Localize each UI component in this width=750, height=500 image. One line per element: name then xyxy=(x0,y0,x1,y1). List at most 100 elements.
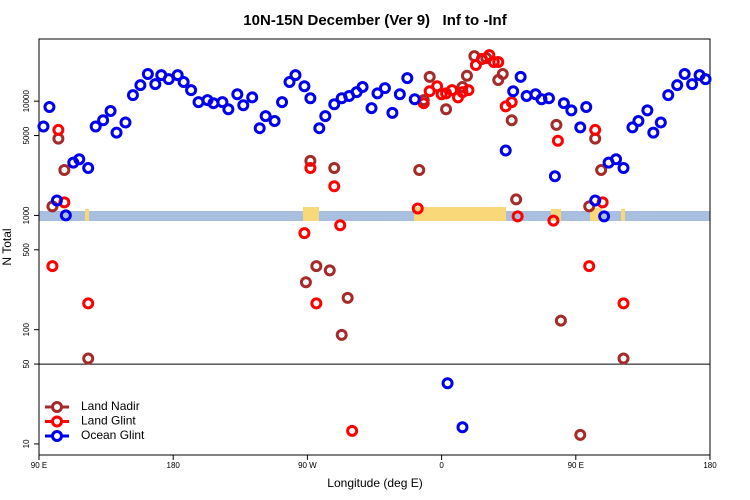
point xyxy=(149,78,162,91)
point xyxy=(365,102,378,115)
point xyxy=(46,260,59,273)
point xyxy=(82,352,95,365)
point xyxy=(662,89,675,102)
point xyxy=(298,227,311,240)
plot-frame xyxy=(38,38,711,456)
point xyxy=(216,96,229,109)
point xyxy=(231,88,244,101)
point xyxy=(647,126,660,139)
x-tick-label: 90 E xyxy=(31,461,47,470)
point xyxy=(583,200,596,213)
x-tick-label: 0 xyxy=(439,461,444,470)
point xyxy=(323,264,336,277)
point xyxy=(456,86,469,99)
point xyxy=(268,115,281,128)
y-axis-label: N Total xyxy=(0,228,14,265)
point xyxy=(678,67,691,80)
point xyxy=(542,92,555,105)
point xyxy=(580,100,593,113)
point xyxy=(222,103,235,116)
point xyxy=(171,69,184,82)
x-axis-label: Longitude (deg E) xyxy=(327,476,422,490)
point xyxy=(699,73,712,86)
coverage-band xyxy=(39,207,710,221)
y-tick-label: 100 xyxy=(22,322,31,336)
y-tick-label: 50 xyxy=(22,359,31,368)
point xyxy=(487,56,500,69)
legend-marker xyxy=(51,401,63,413)
point xyxy=(496,67,509,80)
point xyxy=(548,170,561,183)
point xyxy=(574,121,587,134)
point xyxy=(411,202,424,215)
point xyxy=(58,163,71,176)
legend-marker xyxy=(51,415,63,428)
point xyxy=(110,126,123,139)
band-highlight xyxy=(414,207,506,221)
point xyxy=(50,194,63,207)
point xyxy=(610,153,623,166)
point xyxy=(289,69,302,82)
point xyxy=(626,121,639,134)
point xyxy=(462,84,475,97)
y-tick-label: 10 xyxy=(22,439,31,448)
point xyxy=(557,97,570,110)
point xyxy=(346,424,359,437)
point xyxy=(641,104,654,117)
point xyxy=(393,88,406,101)
point xyxy=(73,153,86,166)
point xyxy=(469,59,482,72)
point xyxy=(547,214,560,227)
point xyxy=(505,96,518,109)
point xyxy=(423,70,436,83)
point xyxy=(43,100,56,113)
point xyxy=(460,69,473,82)
point xyxy=(335,328,348,341)
point xyxy=(595,163,608,176)
point xyxy=(492,56,505,69)
band-highlight xyxy=(303,207,319,221)
y-tick-label: 5000 xyxy=(22,126,31,144)
point xyxy=(37,120,50,133)
point xyxy=(313,122,326,135)
band-highlight xyxy=(85,209,89,221)
point xyxy=(134,79,147,92)
point xyxy=(304,162,317,175)
point xyxy=(456,421,469,434)
point xyxy=(253,122,266,135)
point xyxy=(598,210,611,223)
band xyxy=(39,211,710,221)
chart-title: 10N-15N December (Ver 9) Inf to -Inf xyxy=(243,12,507,29)
point xyxy=(686,78,699,91)
point xyxy=(119,116,132,129)
point xyxy=(141,67,154,80)
point xyxy=(276,96,289,109)
band-highlight xyxy=(551,209,561,221)
point xyxy=(413,163,426,176)
point xyxy=(89,120,102,133)
x-tick-label: 180 xyxy=(167,461,181,470)
point xyxy=(550,118,563,131)
point xyxy=(574,428,587,441)
point xyxy=(514,70,527,83)
point xyxy=(59,209,72,222)
point xyxy=(589,123,602,136)
y-tick-label: 10000 xyxy=(22,89,31,112)
point xyxy=(551,134,564,147)
point xyxy=(632,115,645,128)
point xyxy=(510,193,523,206)
legend-label: Land Nadir xyxy=(81,399,140,413)
point xyxy=(82,297,95,310)
point xyxy=(401,72,414,85)
point xyxy=(82,162,95,175)
point xyxy=(440,103,453,116)
point xyxy=(328,98,341,111)
legend-label: Ocean Glint xyxy=(81,428,145,442)
point xyxy=(259,110,272,123)
x-tick-label: 90 W xyxy=(298,461,317,470)
point xyxy=(310,297,323,310)
point xyxy=(334,219,347,232)
point xyxy=(671,79,684,92)
point xyxy=(565,104,578,117)
